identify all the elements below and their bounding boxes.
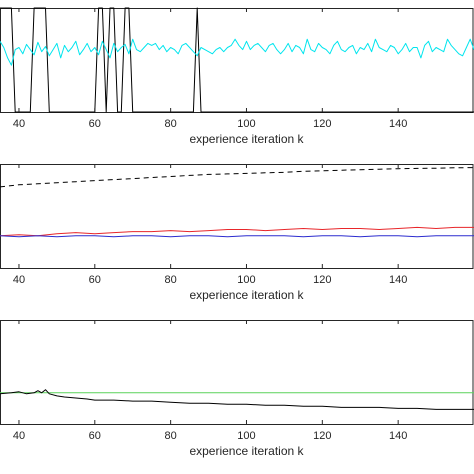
- subplot-1-series-2-line: [0, 38, 474, 66]
- subplot-1-tick-label-100: 100: [237, 118, 255, 130]
- subplot-3-x-axis-label: experience iteration k: [189, 444, 304, 458]
- subplot-3-tick-label-140: 140: [389, 430, 407, 442]
- subplot-3-axes-frame: [0, 320, 474, 425]
- subplot-1-series-group: [0, 7, 474, 113]
- subplot-1-x-ticks: 40 60 80 100 120 140: [13, 8, 407, 130]
- subplot-3-tick-label-100: 100: [237, 430, 255, 442]
- subplot-1-tick-label-60: 60: [89, 118, 101, 130]
- subplot-2: 40 60 80 100 120 140 experience iteration k: [0, 164, 474, 302]
- subplot-2-tick-label-140: 140: [389, 274, 407, 286]
- subplot-3-series-group: [0, 389, 474, 410]
- subplot-3-tick-label-40: 40: [13, 430, 25, 442]
- subplot-2-series-2-line: [0, 226, 474, 237]
- subplot-2-axes-frame: [0, 164, 474, 269]
- subplot-1-tick-label-140: 140: [389, 118, 407, 130]
- subplot-1-tick-label-80: 80: [165, 118, 177, 130]
- subplot-2-series-group: [0, 167, 474, 238]
- subplot-2-x-axis-label: experience iteration k: [189, 288, 304, 302]
- subplot-3: 40 60 80 100 120 140 experience iteration k: [0, 320, 474, 458]
- subplot-2-x-ticks: 40 60 80 100 120 140: [13, 164, 407, 286]
- subplot-2-tick-label-120: 120: [313, 274, 331, 286]
- subplot-3-tick-label-80: 80: [165, 430, 177, 442]
- subplot-3-series-2-line: [0, 389, 474, 410]
- subplot-2-tick-label-60: 60: [89, 274, 101, 286]
- subplot-2-tick-label-100: 100: [237, 274, 255, 286]
- subplot-2-tick-label-40: 40: [13, 274, 25, 286]
- subplot-3-tick-label-60: 60: [89, 430, 101, 442]
- subplot-2-series-1-line: [0, 167, 474, 188]
- subplot-1-tick-label-120: 120: [313, 118, 331, 130]
- subplot-1-x-axis-label: experience iteration k: [189, 132, 304, 146]
- subplot-2-series-3-line: [0, 235, 474, 238]
- subplot-2-tick-label-80: 80: [165, 274, 177, 286]
- subplot-1: 40 60 80 100 120 140 experience iteration k: [0, 7, 474, 146]
- subplot-3-x-ticks: 40 60 80 100 120 140: [13, 320, 407, 442]
- subplot-3-tick-label-120: 120: [313, 430, 331, 442]
- subplot-1-series-1-line: [0, 7, 474, 113]
- subplot-1-axes-frame: [0, 8, 474, 113]
- subplot-1-tick-label-40: 40: [13, 118, 25, 130]
